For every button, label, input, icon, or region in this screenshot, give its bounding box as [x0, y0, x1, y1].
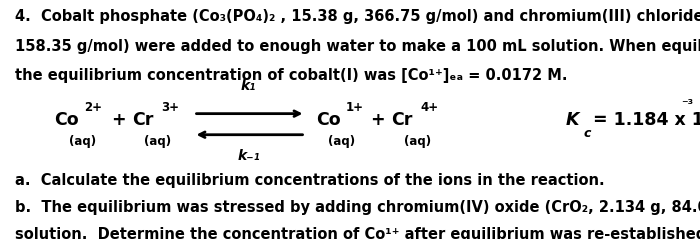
Text: Cr: Cr	[132, 110, 153, 129]
Text: = 1.184 x 10: = 1.184 x 10	[593, 110, 700, 129]
Text: (aq): (aq)	[403, 135, 430, 148]
Text: k₁: k₁	[241, 79, 256, 92]
Text: +: +	[370, 110, 385, 129]
Text: Co: Co	[54, 110, 78, 129]
Text: the equilibrium concentration of cobalt(I) was [Co¹⁺]ₑₐ = 0.0172 M.: the equilibrium concentration of cobalt(…	[15, 68, 568, 83]
Text: 4.  Cobalt phosphate (Co₃(PO₄)₂ , 15.38 g, 366.75 g/mol) and chromium(III) chlor: 4. Cobalt phosphate (Co₃(PO₄)₂ , 15.38 g…	[15, 9, 700, 24]
Text: k₋₁: k₋₁	[237, 149, 260, 163]
Text: 2+: 2+	[84, 101, 102, 114]
Text: ⁻³: ⁻³	[681, 98, 694, 111]
Text: a.  Calculate the equilibrium concentrations of the ions in the reaction.: a. Calculate the equilibrium concentrati…	[15, 173, 605, 188]
Text: solution.  Determine the concentration of Co¹⁺ after equilibrium was re-establis: solution. Determine the concentration of…	[15, 227, 700, 239]
Text: (aq): (aq)	[144, 135, 172, 148]
Text: 1+: 1+	[345, 101, 363, 114]
Text: (aq): (aq)	[328, 135, 355, 148]
Text: 3+: 3+	[161, 101, 179, 114]
Text: 158.35 g/mol) were added to enough water to make a 100 mL solution. When equilib: 158.35 g/mol) were added to enough water…	[15, 39, 700, 54]
Text: b.  The equilibrium was stressed by adding chromium(IV) oxide (CrO₂, 2.134 g, 84: b. The equilibrium was stressed by addin…	[15, 200, 700, 215]
Text: (aq): (aq)	[69, 135, 96, 148]
Text: Cr: Cr	[391, 110, 412, 129]
Text: K: K	[566, 110, 580, 129]
Text: Co: Co	[316, 110, 340, 129]
Text: +: +	[111, 110, 126, 129]
Text: c: c	[583, 127, 591, 140]
Text: 4+: 4+	[420, 101, 438, 114]
